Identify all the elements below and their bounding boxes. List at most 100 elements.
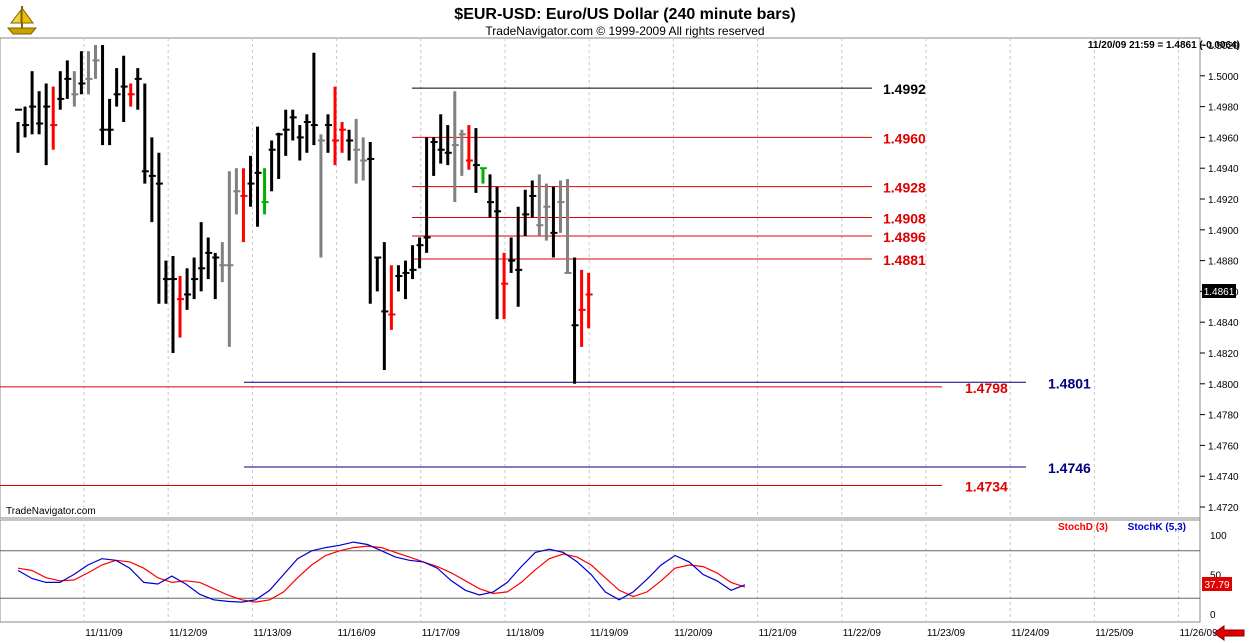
ohlc-bar	[177, 276, 185, 338]
date-tick-label: 11/24/09	[1011, 628, 1050, 639]
ohlc-bar	[550, 186, 558, 258]
ohlc-bar	[479, 167, 487, 184]
date-tick-label: 11/17/09	[422, 628, 461, 639]
date-tick-label: 11/23/09	[927, 628, 966, 639]
date-tick-label: 11/22/09	[843, 628, 882, 639]
ohlc-bar	[184, 268, 192, 310]
ohlc-bar	[353, 118, 361, 184]
ohlc-bar	[155, 152, 163, 304]
price-tick-label: 1.4900	[1208, 226, 1239, 237]
ohlc-bar	[472, 128, 480, 193]
quote-readout: 11/20/09 21:59 = 1.4861 (-0.0064)	[1088, 40, 1240, 51]
vertical-gridlines	[83, 38, 1180, 622]
ohlc-bar	[522, 189, 530, 236]
date-axis: 11/11/09 11/12/09 11/13/09 11/16/09 11/17/09…	[85, 628, 1218, 639]
stoch-value-marker: 37.79	[1202, 577, 1232, 591]
ohlc-bar	[85, 51, 93, 95]
level-label: 1.4734	[965, 478, 1008, 494]
ohlc-bar	[437, 114, 445, 164]
price-tick-label: 1.5020	[1208, 41, 1239, 52]
ohlc-bar	[268, 140, 276, 192]
ohlc-bar	[15, 108, 22, 153]
level-label: 1.4801	[1048, 375, 1091, 391]
ohlc-bar	[564, 178, 572, 274]
date-tick-label: 11/18/09	[506, 628, 545, 639]
ohlc-bar	[162, 260, 170, 304]
ohlc-bar	[289, 109, 297, 141]
ohlc-bar	[233, 168, 241, 215]
ohlc-bar	[416, 237, 424, 269]
ohlc-bar	[367, 142, 375, 304]
level-label: 1.4908	[883, 210, 926, 226]
ohlc-bar	[50, 86, 58, 150]
ohlc-bar	[501, 252, 509, 320]
stochastic-panel: 100 50 0 StochD (3) StochK (5,3)	[0, 522, 1227, 621]
ohlc-bar	[120, 55, 128, 122]
last-price-marker: 1.4861	[1202, 284, 1236, 298]
level-label: 1.4928	[883, 180, 926, 196]
price-tick-label: 1.4920	[1208, 195, 1239, 206]
ohlc-bar	[219, 242, 227, 283]
watermark-text: TradeNavigator.com	[6, 506, 96, 517]
ohlc-bar	[346, 129, 354, 161]
ohlc-bar	[332, 86, 340, 166]
ohlc-bar	[254, 126, 262, 227]
ohlc-bar	[247, 155, 255, 207]
stoch-tick-label: 50	[1210, 571, 1222, 582]
ohlc-bar	[374, 256, 382, 292]
chart-title: $EUR-USD: Euro/US Dollar (240 minute bar…	[454, 6, 795, 23]
ohlc-bar	[310, 52, 318, 146]
ohlc-bar	[64, 60, 72, 99]
ohlc-bar	[458, 129, 466, 176]
scroll-right-icon[interactable]	[1213, 625, 1245, 641]
date-tick-label: 11/19/09	[590, 628, 629, 639]
ohlc-bar	[423, 137, 431, 253]
ohlc-bar	[240, 168, 248, 243]
ohlc-bar	[148, 137, 156, 223]
price-tick-label: 1.4740	[1208, 472, 1239, 483]
ohlc-bar	[585, 272, 593, 329]
stoch-value-label: 37.79	[1204, 580, 1229, 591]
ohlc-bar	[113, 68, 121, 107]
ohlc-bar	[402, 260, 410, 300]
ohlc-bar	[261, 168, 269, 215]
price-tick-label: 1.4760	[1208, 441, 1239, 452]
ohlc-bar	[388, 265, 396, 330]
ohlc-bar	[57, 71, 65, 110]
ohlc-bar	[465, 125, 473, 170]
logo-icon	[6, 6, 38, 35]
ohlc-bar	[92, 45, 100, 79]
date-tick-label: 11/20/09	[674, 628, 713, 639]
ohlc-bar	[29, 71, 37, 135]
ohlc-bar	[409, 245, 417, 280]
ohlc-bar	[36, 91, 44, 135]
price-tick-label: 1.4960	[1208, 133, 1239, 144]
ohlc-bar	[71, 71, 79, 107]
ohlc-bar	[324, 114, 332, 153]
ohlc-bar	[43, 83, 51, 166]
ohlc-bar	[381, 242, 389, 370]
price-tick-label: 1.4800	[1208, 380, 1239, 391]
ohlc-bar	[127, 83, 135, 107]
ohlc-bar	[78, 51, 86, 95]
chart-subtitle: TradeNavigator.com © 1999-2009 All right…	[485, 24, 764, 38]
ohlc-bar	[296, 125, 304, 161]
ohlc-bar	[571, 257, 579, 384]
ohlc-bar	[339, 122, 347, 153]
ohlc-bar	[303, 114, 311, 153]
ohlc-bar	[317, 134, 325, 258]
level-label: 1.4881	[883, 252, 926, 268]
price-tick-label: 1.4720	[1208, 503, 1239, 514]
ohlc-bar	[22, 106, 30, 138]
level-label: 1.4798	[965, 380, 1008, 396]
ohlc-bar	[205, 237, 213, 280]
date-tick-label: 11/16/09	[338, 628, 377, 639]
ohlc-bar	[106, 98, 114, 146]
price-tick-label: 1.4940	[1208, 164, 1239, 175]
level-label: 1.4960	[883, 130, 926, 146]
ohlc-bar	[141, 83, 149, 184]
ohlc-bar	[543, 183, 551, 241]
price-axis: 1.5020 1.5000 1.4980 1.4960 1.4940 1.4920 1.49…	[1200, 41, 1239, 514]
